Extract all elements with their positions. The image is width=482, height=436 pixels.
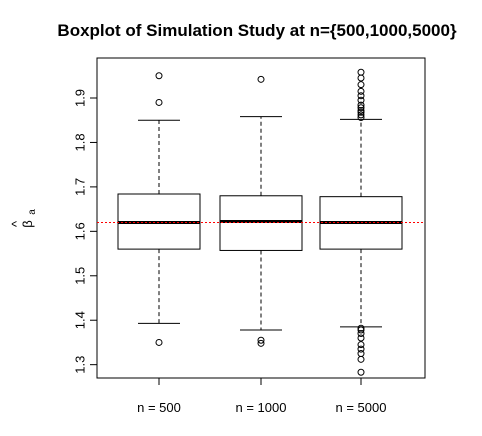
outlier-point <box>357 87 365 95</box>
y-tick-label: 1.6 <box>72 222 87 240</box>
outlier-point <box>357 341 365 349</box>
y-tick-label: 1.8 <box>72 133 87 151</box>
outlier-point <box>155 338 163 346</box>
y-tick-label: 1.4 <box>72 311 87 329</box>
outlier-point <box>257 75 265 83</box>
y-axis-label: ^ β a <box>9 209 38 228</box>
x-tick-label: n = 1000 <box>236 400 287 415</box>
outlier-point <box>357 334 365 342</box>
outlier-point <box>357 104 365 112</box>
outlier-point <box>257 339 265 347</box>
outlier-point <box>357 81 365 89</box>
outlier-point <box>357 92 365 100</box>
x-tick-label: n = 500 <box>137 400 181 415</box>
outlier-point <box>257 336 265 344</box>
x-tick-label: n = 5000 <box>336 400 387 415</box>
outlier-point <box>357 106 365 114</box>
outlier-point <box>357 330 365 338</box>
outlier-point <box>155 72 163 80</box>
outlier-point <box>357 345 365 353</box>
outlier-point <box>357 68 365 76</box>
outlier-point <box>357 355 365 363</box>
box <box>219 195 303 251</box>
outlier-point <box>357 101 365 109</box>
outlier-point <box>357 114 365 122</box>
y-tick-label: 1.9 <box>72 89 87 107</box>
outlier-point <box>357 324 365 332</box>
outlier-point <box>357 96 365 104</box>
y-tick-label: 1.3 <box>72 356 87 374</box>
y-tick-label: 1.7 <box>72 178 87 196</box>
outlier-point <box>357 368 365 376</box>
y-axis-label-subscript: a <box>27 209 38 215</box>
outlier-point <box>357 74 365 82</box>
y-axis-label-hat: ^ <box>9 220 24 227</box>
outlier-point <box>357 111 365 119</box>
outlier-point <box>357 350 365 358</box>
chart-title: Boxplot of Simulation Study at n={500,10… <box>57 21 457 40</box>
outlier-point <box>155 98 163 106</box>
y-tick-label: 1.5 <box>72 267 87 285</box>
y-axis-label-symbol: β <box>20 220 35 227</box>
